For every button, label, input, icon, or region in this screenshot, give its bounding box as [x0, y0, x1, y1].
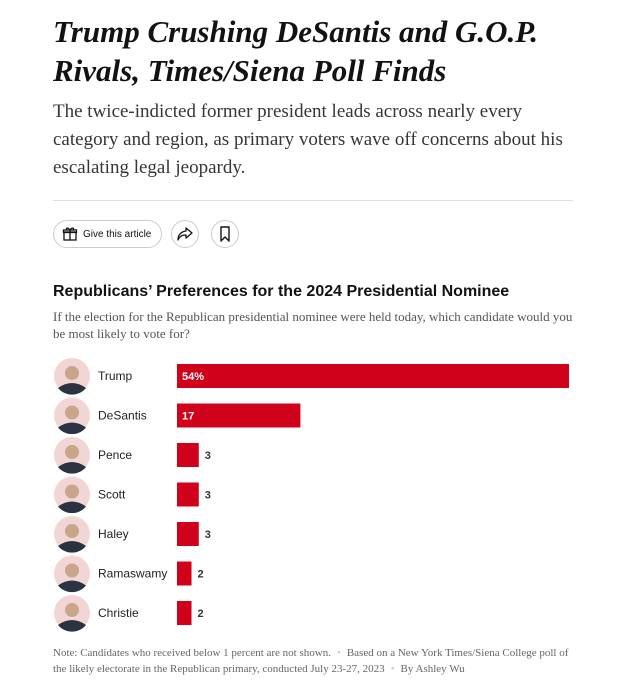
- bar: [177, 561, 192, 586]
- separator: •: [336, 647, 341, 659]
- category-label: Trump: [98, 369, 133, 383]
- note: By Ashley Wu: [400, 663, 465, 675]
- chart-subtitle: If the election for the Republican presi…: [53, 309, 573, 341]
- avatar-head: [65, 405, 79, 420]
- divider: [53, 200, 573, 201]
- category-label: Christie: [98, 606, 139, 620]
- bar: [177, 522, 199, 546]
- chart: Trump 54% DeSantis 17 Pence 3 Scott 3 Haley 3 Rama…: [54, 358, 569, 632]
- gift-button[interactable]: Give this article: [53, 220, 163, 248]
- bar: [177, 443, 199, 467]
- avatar-head: [65, 524, 79, 538]
- gift-icon: [62, 227, 78, 241]
- value-label: 2: [198, 608, 204, 620]
- category-label: Ramaswamy: [98, 567, 167, 581]
- candidate-avatar: [54, 437, 90, 474]
- save-button[interactable]: [211, 220, 239, 248]
- avatar-head: [65, 366, 79, 380]
- avatar-body: [58, 541, 86, 553]
- avatar-body: [58, 383, 86, 395]
- chart-title: Republicans’ Preferences for the 2024 Pr…: [53, 283, 510, 300]
- value-label: 54%: [182, 371, 204, 383]
- value-label: 3: [205, 489, 211, 501]
- value-label: 17: [182, 410, 194, 422]
- avatar-body: [58, 580, 86, 593]
- avatar-body: [58, 620, 86, 632]
- note: Note: Candidates who received below 1 pe…: [53, 647, 331, 659]
- category-label: DeSantis: [98, 409, 147, 423]
- avatar-body: [58, 462, 86, 474]
- avatar-head: [65, 445, 79, 459]
- summary: The twice-indicted former president lead…: [53, 101, 563, 178]
- avatar-body: [58, 422, 86, 435]
- avatar-head: [65, 484, 79, 499]
- headline: Trump Crushing DeSantis and G.O.P. Rival…: [53, 14, 538, 88]
- bar: [177, 601, 192, 625]
- bar: [177, 482, 199, 507]
- avatar-head: [65, 563, 79, 578]
- candidate-avatar: [54, 555, 90, 593]
- bar: [177, 403, 301, 428]
- bookmark-icon: [220, 226, 230, 242]
- separator: •: [390, 663, 395, 675]
- share-button[interactable]: [171, 220, 199, 248]
- candidate-avatar: [54, 595, 90, 632]
- category-label: Haley: [98, 527, 129, 541]
- note: Based on a New York Times/Siena College …: [53, 647, 569, 675]
- candidate-avatar: [54, 397, 90, 435]
- value-label: 3: [205, 450, 211, 462]
- value-label: 2: [198, 568, 204, 580]
- category-label: Pence: [98, 448, 132, 462]
- candidate-avatar: [54, 476, 90, 514]
- avatar-head: [65, 603, 79, 617]
- candidate-avatar: [54, 516, 90, 553]
- chart-notes: Note: Candidates who received below 1 pe…: [53, 645, 573, 677]
- gift-label: Give this article: [83, 228, 152, 240]
- avatar-body: [58, 501, 86, 514]
- share-icon: [177, 227, 193, 241]
- category-label: Scott: [98, 488, 126, 502]
- candidate-avatar: [54, 358, 90, 395]
- bar: [177, 364, 569, 388]
- value-label: 3: [205, 529, 211, 541]
